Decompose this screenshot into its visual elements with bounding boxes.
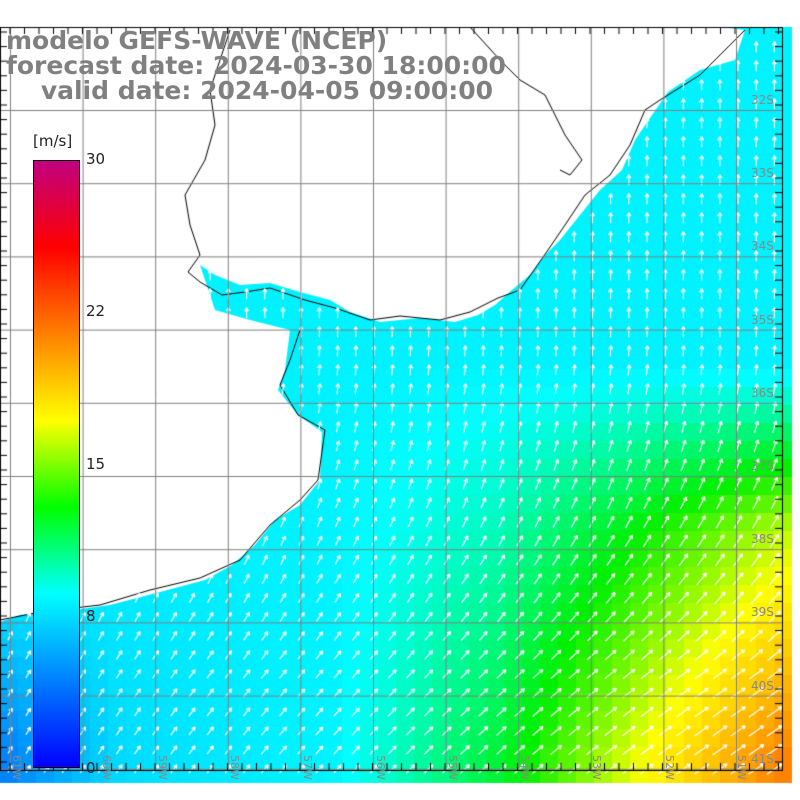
- longitude-label: 58W: [228, 755, 241, 780]
- model-title: modelo GEFS-WAVE (NCEP): [6, 26, 388, 55]
- longitude-label: 54W: [518, 755, 531, 780]
- colorbar-tick: 22: [86, 302, 106, 320]
- colorbar-tick: 15: [86, 455, 106, 473]
- longitude-label: 61W: [10, 755, 23, 780]
- latitude-label: 38S: [751, 532, 774, 547]
- latitude-label: 33S: [751, 166, 774, 181]
- latitude-label: 34S: [751, 239, 774, 254]
- longitude-label: 53W: [590, 755, 603, 780]
- longitude-label: 60W: [100, 755, 113, 780]
- latitude-label: 36S: [751, 385, 774, 400]
- colorbar: [33, 160, 80, 768]
- colorbar-tick: 0: [86, 759, 96, 777]
- latitude-label: 35S: [751, 312, 774, 327]
- colorbar-tick: 30: [86, 150, 106, 168]
- longitude-label: 56W: [374, 755, 387, 780]
- forecast-date: forecast date: 2024-03-30 18:00:00: [6, 51, 506, 80]
- longitude-label: 59W: [156, 755, 169, 780]
- longitude-label: 52W: [663, 755, 676, 780]
- latitude-label: 39S: [751, 605, 774, 620]
- valid-date: valid date: 2024-04-05 09:00:00: [6, 76, 494, 105]
- longitude-label: 51W: [735, 755, 748, 780]
- latitude-label: 37S: [751, 459, 774, 473]
- longitude-label: 55W: [446, 755, 459, 780]
- latitude-label: 40S: [751, 678, 774, 693]
- latitude-label: 32S: [751, 93, 774, 107]
- colorbar-unit: [m/s]: [33, 132, 73, 150]
- colorbar-tick: 8: [86, 607, 96, 625]
- longitude-label: 57W: [301, 755, 314, 780]
- latitude-label: 41S: [751, 751, 774, 766]
